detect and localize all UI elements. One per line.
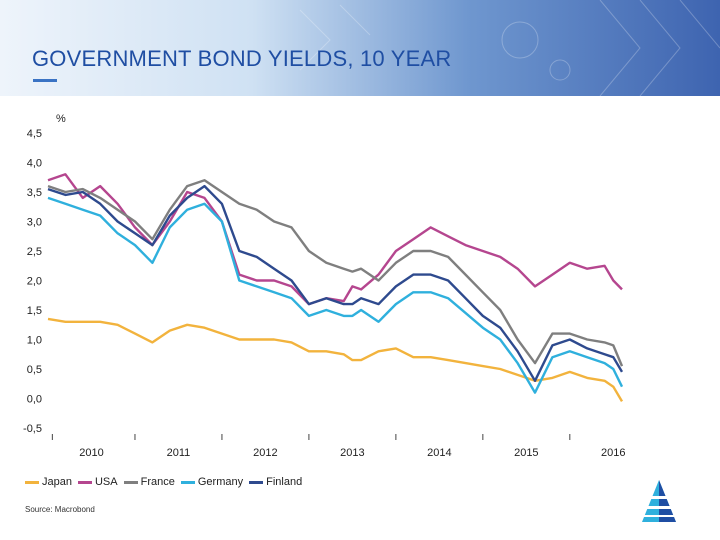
x-axis: 2010 2011 2012 2013 2014 2015 2016 xyxy=(48,434,626,459)
bond-yield-chart: 4,54,03,53,02,52,01,51,00,50,0-0,5 2010 2… xyxy=(23,128,626,459)
legend-label: Japan xyxy=(42,476,72,488)
legend-swatch xyxy=(123,480,138,484)
legend-swatch xyxy=(77,480,92,484)
x-tick-label: 2013 xyxy=(340,447,364,459)
y-tick-label: 4,5 xyxy=(27,128,42,140)
y-tick-label: 2,0 xyxy=(27,276,42,288)
x-tick-label: 2011 xyxy=(167,447,191,459)
slide-header xyxy=(0,0,720,96)
series-line-usa xyxy=(47,173,623,306)
y-tick-label: 1,0 xyxy=(27,335,42,347)
y-tick-label: 4,0 xyxy=(27,158,42,170)
legend-swatch xyxy=(180,480,195,484)
y-tick-label: 0,5 xyxy=(27,364,42,376)
series-line-finland xyxy=(47,184,624,382)
page-title: GOVERNMENT BOND YIELDS, 10 YEAR xyxy=(32,46,452,71)
source-note: Source: Macrobond xyxy=(25,505,95,514)
y-tick-label: 1,5 xyxy=(27,305,42,317)
y-tick-label: 0,0 xyxy=(27,394,42,406)
brand-logo xyxy=(642,480,676,522)
x-tick-label: 2016 xyxy=(601,447,625,459)
y-tick-label: 2,5 xyxy=(27,246,42,258)
legend-item-finland: Finland xyxy=(249,476,302,488)
legend-label: France xyxy=(140,476,175,488)
y-axis: 4,5 4,0 3,5 3,0 2,5 2,0 1,5 1,0 0,5 0,0 -0,5 xyxy=(23,128,42,435)
series-line-japan xyxy=(47,317,624,403)
y-unit-label: % xyxy=(56,113,66,125)
title-underline xyxy=(33,79,57,82)
legend-swatch xyxy=(249,480,264,484)
x-tick-label: 2014 xyxy=(427,447,451,459)
legend-item-france: France xyxy=(123,476,175,488)
legend-label: USA xyxy=(94,476,118,488)
y-tick-label: -0,5 xyxy=(23,423,42,435)
x-tick-label: 2012 xyxy=(253,447,277,459)
legend-item-japan: Japan xyxy=(25,476,72,488)
legend-item-usa: USA xyxy=(77,476,118,488)
x-tick-label: 2010 xyxy=(79,447,103,459)
legend-label: Germany xyxy=(197,476,244,488)
series-line-france xyxy=(47,178,624,367)
x-tick-label: 2015 xyxy=(514,447,538,459)
legend-item-germany: Germany xyxy=(180,476,244,488)
legend-swatch xyxy=(25,480,39,484)
y-tick-label: 3,0 xyxy=(27,217,42,229)
chart-legend: Japan USA France Germany Finland xyxy=(25,476,308,488)
series-line-germany xyxy=(47,196,624,394)
header-pattern xyxy=(299,0,720,96)
legend-label: Finland xyxy=(266,476,303,488)
y-tick-label: 3,5 xyxy=(27,187,42,199)
series-lines xyxy=(47,173,624,403)
